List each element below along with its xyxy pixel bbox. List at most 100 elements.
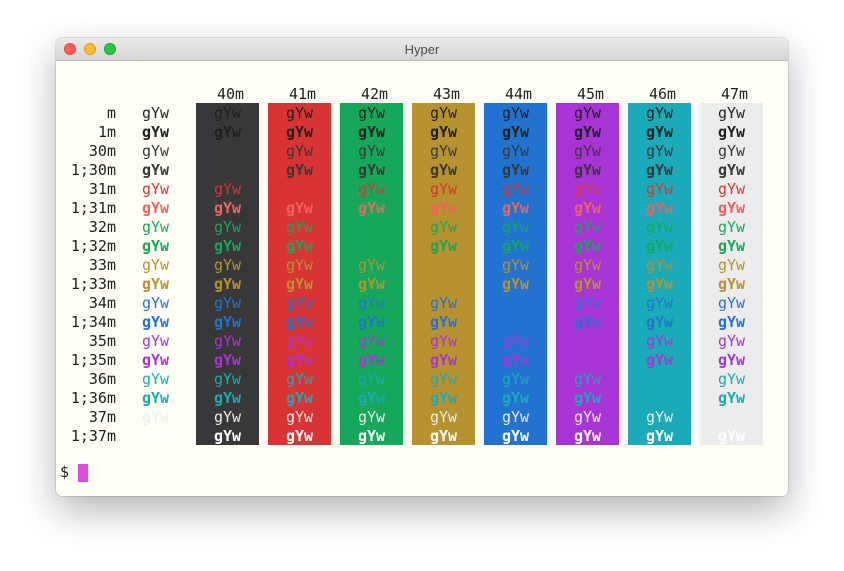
sample-text: gYw xyxy=(430,351,458,369)
sample-text: gYw xyxy=(214,332,242,350)
sample-text: gYw xyxy=(286,218,314,236)
sample-text: gYw xyxy=(142,332,170,350)
sample-text: gYw xyxy=(214,275,242,293)
sample-text: gYw xyxy=(574,123,602,141)
sample-text: gYw xyxy=(502,370,530,388)
sample-text: gYw xyxy=(502,104,530,122)
sample-text: gYw xyxy=(502,237,530,255)
title-bar: Hyper xyxy=(56,38,788,61)
sample-text: gYw xyxy=(286,370,314,388)
sample-text: gYw xyxy=(214,294,242,312)
sample-text: gYw xyxy=(718,370,746,388)
sample-text: gYw xyxy=(430,218,458,236)
terminal-content[interactable]: $ 40m 41m 42m 43m 44m 45m 46m 47m m gYw gYw gYw gYw g… xyxy=(56,61,788,496)
row-label: 34m xyxy=(88,294,116,312)
sample-text: gYw xyxy=(718,389,746,407)
bg-column-44m xyxy=(484,103,547,445)
sample-text: gYw xyxy=(286,123,314,141)
sample-text: gYw xyxy=(142,351,170,369)
minimize-button[interactable] xyxy=(84,43,96,55)
sample-text: gYw xyxy=(718,294,746,312)
sample-text: gYw xyxy=(358,351,386,369)
bg-column-43m xyxy=(412,103,475,445)
sample-text: gYw xyxy=(430,408,458,426)
sample-text: gYw xyxy=(214,142,242,160)
sample-text: gYw xyxy=(718,237,746,255)
sample-text: gYw xyxy=(214,104,242,122)
sample-text: gYw xyxy=(358,180,386,198)
sample-text: gYw xyxy=(574,218,602,236)
sample-text: gYw xyxy=(358,294,386,312)
sample-text: gYw xyxy=(142,370,170,388)
sample-text: gYw xyxy=(502,294,530,312)
sample-text: gYw xyxy=(574,161,602,179)
row-label: 37m xyxy=(88,408,116,426)
sample-text: gYw xyxy=(574,370,602,388)
sample-text: gYw xyxy=(502,332,530,350)
sample-text: gYw xyxy=(358,408,386,426)
sample-text: gYw xyxy=(502,142,530,160)
bg-header-44m: 44m xyxy=(504,85,533,103)
sample-text: gYw xyxy=(718,161,746,179)
sample-text: gYw xyxy=(646,104,674,122)
sample-text: gYw xyxy=(286,256,314,274)
sample-text: gYw xyxy=(502,313,530,331)
sample-text: gYw xyxy=(358,218,386,236)
bg-header-45m: 45m xyxy=(576,85,605,103)
sample-text: gYw xyxy=(574,294,602,312)
sample-text: gYw xyxy=(358,237,386,255)
sample-text: gYw xyxy=(502,408,530,426)
sample-text: gYw xyxy=(718,123,746,141)
sample-text: gYw xyxy=(286,275,314,293)
sample-text: gYw xyxy=(718,275,746,293)
sample-text: gYw xyxy=(574,427,602,445)
sample-text: gYw xyxy=(502,275,530,293)
sample-text: gYw xyxy=(646,218,674,236)
close-button[interactable] xyxy=(64,43,76,55)
sample-text: gYw xyxy=(214,161,242,179)
sample-text: gYw xyxy=(718,104,746,122)
sample-text: gYw xyxy=(574,104,602,122)
sample-text: gYw xyxy=(502,123,530,141)
sample-text: gYw xyxy=(214,313,242,331)
sample-text: gYw xyxy=(502,180,530,198)
sample-text: gYw xyxy=(358,199,386,217)
bg-column-46m xyxy=(628,103,691,445)
sample-text: gYw xyxy=(142,218,170,236)
sample-text: gYw xyxy=(430,275,458,293)
sample-text: gYw xyxy=(574,199,602,217)
sample-text: gYw xyxy=(214,256,242,274)
sample-text: gYw xyxy=(142,237,170,255)
sample-text: gYw xyxy=(646,256,674,274)
sample-text: gYw xyxy=(286,142,314,160)
sample-text: gYw xyxy=(646,142,674,160)
sample-text: gYw xyxy=(430,427,458,445)
sample-text: gYw xyxy=(502,389,530,407)
sample-text: gYw xyxy=(430,123,458,141)
sample-text: gYw xyxy=(646,408,674,426)
sample-text: gYw xyxy=(646,332,674,350)
sample-text: gYw xyxy=(286,313,314,331)
sample-text: gYw xyxy=(646,123,674,141)
row-label: 1;35m xyxy=(70,351,116,369)
row-label: 1m xyxy=(97,123,116,141)
bg-header-42m: 42m xyxy=(360,85,389,103)
row-label: m xyxy=(106,104,116,122)
sample-text: gYw xyxy=(358,370,386,388)
sample-text: gYw xyxy=(574,332,602,350)
sample-text: gYw xyxy=(646,180,674,198)
sample-text: gYw xyxy=(574,142,602,160)
sample-text: gYw xyxy=(646,427,674,445)
sample-text: gYw xyxy=(286,161,314,179)
sample-text: gYw xyxy=(430,161,458,179)
sample-text: gYw xyxy=(646,237,674,255)
sample-text: gYw xyxy=(214,370,242,388)
sample-text: gYw xyxy=(502,427,530,445)
sample-text: gYw xyxy=(142,294,170,312)
sample-text: gYw xyxy=(142,104,170,122)
bg-column-40m xyxy=(196,103,259,445)
sample-text: gYw xyxy=(430,142,458,160)
maximize-button[interactable] xyxy=(104,43,116,55)
text-cursor xyxy=(78,464,88,482)
shell-prompt: $ xyxy=(60,463,70,481)
